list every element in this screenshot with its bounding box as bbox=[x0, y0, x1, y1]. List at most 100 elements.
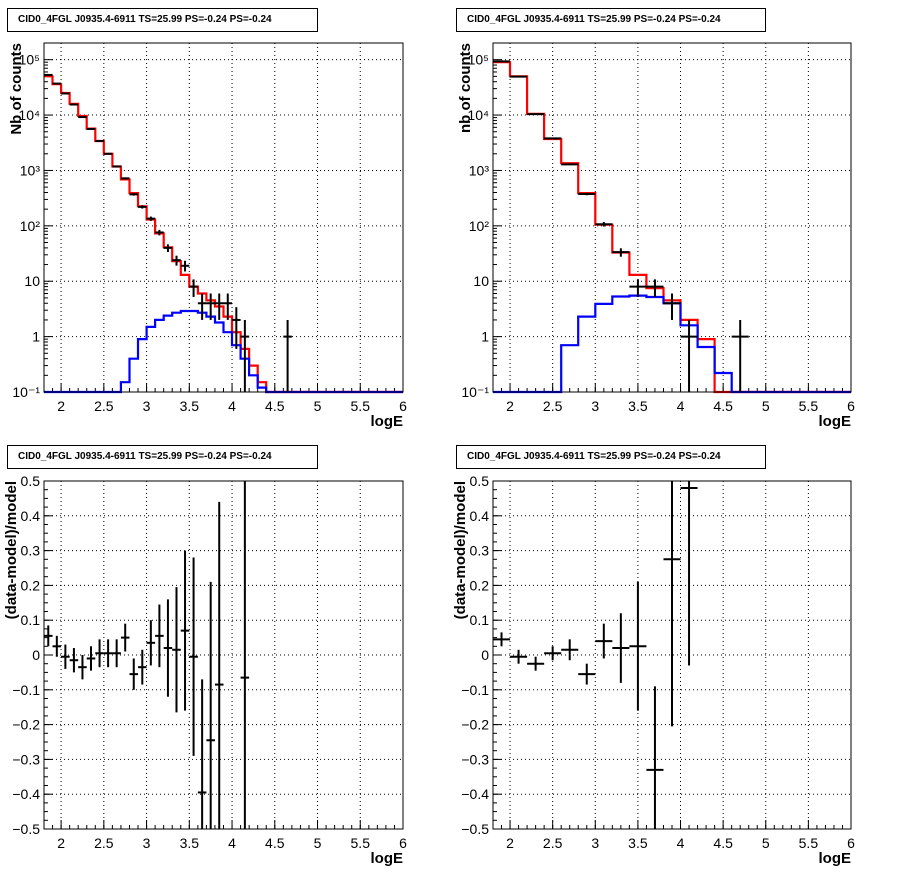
y-tick-label: 0.5 bbox=[21, 473, 41, 489]
counts-chart-left: 2 2.5 3 3.5 4 4.5 5 5.5 6 10⁻¹ 1 10 10² 10³ 10⁴ 10⁵ logE… bbox=[8, 42, 407, 430]
data-point bbox=[240, 319, 250, 392]
x-tick-label: 2.5 bbox=[94, 835, 114, 851]
data-point bbox=[138, 649, 147, 685]
data-point bbox=[646, 686, 664, 829]
x-tick-label: 5 bbox=[314, 398, 322, 414]
x-tick-label: 6 bbox=[847, 398, 855, 414]
data-point bbox=[86, 646, 96, 671]
y-tick-label: 10³ bbox=[469, 162, 490, 178]
data-point bbox=[612, 248, 630, 257]
y-tick-label: 10⁵ bbox=[468, 52, 489, 68]
data-point bbox=[95, 140, 104, 143]
data-point bbox=[189, 279, 198, 297]
y-axis-title: (data-model)/model bbox=[452, 481, 469, 619]
y-tick-label: 10⁻¹ bbox=[12, 384, 40, 400]
data-point bbox=[44, 625, 53, 647]
x-tick-label: 3 bbox=[143, 398, 151, 414]
plot-frame bbox=[492, 42, 852, 393]
data-point bbox=[646, 279, 664, 297]
source-model-line bbox=[44, 309, 403, 394]
x-tick-label: 4.5 bbox=[713, 835, 733, 851]
x-tick-label: 5.5 bbox=[351, 835, 371, 851]
x-tick-label: 4 bbox=[677, 398, 685, 414]
x-tick-label: 3.5 bbox=[628, 835, 648, 851]
x-tick-label: 4.5 bbox=[265, 398, 285, 414]
y-tick-label: 0 bbox=[32, 647, 40, 663]
y-tick-label: 10⁻¹ bbox=[461, 384, 489, 400]
x-axis-title: logE bbox=[371, 850, 404, 867]
x-tick-label: 2.5 bbox=[94, 398, 114, 414]
data-point bbox=[510, 649, 528, 664]
x-tick-label: 3 bbox=[591, 835, 599, 851]
data-point bbox=[112, 165, 121, 168]
x-tick-label: 2 bbox=[57, 398, 65, 414]
data-point bbox=[180, 550, 190, 711]
y-tick-label: 0.4 bbox=[21, 508, 41, 524]
data-point bbox=[163, 599, 173, 697]
panel-top-right: 2 2.5 3 3.5 4 4.5 5 5.5 6 10⁻¹ 1 10 10² 10³ 10⁴ 10⁵ logE… bbox=[449, 0, 898, 437]
y-tick-label: 1 bbox=[481, 329, 489, 345]
panel-bottom-right: 2 2.5 3 3.5 4 4.5 5 5.5 6 −0.5 −0.4 −0.3 −0.2 −0.1 0 0.… bbox=[449, 437, 898, 874]
data-point bbox=[561, 163, 579, 166]
panel-bottom-left: 2 2.5 3 3.5 4 4.5 5 5.5 6 −0.5 −0.4 −0.3 −0.2 −0.1 0 0.… bbox=[0, 437, 449, 874]
data-point bbox=[629, 279, 647, 297]
y-tick-label: 0.5 bbox=[470, 473, 490, 489]
data-point bbox=[493, 632, 511, 647]
y-tick-label: −0.3 bbox=[12, 751, 40, 767]
data-point bbox=[680, 319, 698, 392]
data-point bbox=[52, 635, 62, 657]
data-point bbox=[129, 658, 139, 690]
x-tick-label: 5 bbox=[762, 835, 770, 851]
data-point bbox=[731, 319, 749, 392]
panel-top-left: 2 2.5 3 3.5 4 4.5 5 5.5 6 10⁻¹ 1 10 10² 10³ 10⁴ 10⁵ logE… bbox=[0, 0, 449, 437]
data-point bbox=[561, 639, 579, 661]
data-point bbox=[206, 293, 215, 320]
data-point bbox=[214, 293, 224, 320]
y-tick-label: 10 bbox=[473, 273, 489, 289]
data-point bbox=[189, 557, 198, 756]
y-tick-label: 10⁴ bbox=[467, 107, 489, 123]
data-point bbox=[232, 307, 241, 349]
y-axis-title: Nb of counts bbox=[8, 43, 25, 135]
y-tick-label: −0.4 bbox=[12, 786, 40, 802]
data-point bbox=[86, 128, 96, 131]
y-tick-label: 0.3 bbox=[470, 543, 490, 559]
data-point bbox=[240, 481, 250, 829]
data-point bbox=[680, 481, 698, 666]
data-point bbox=[112, 639, 121, 668]
plot-frame bbox=[492, 480, 852, 830]
data-point bbox=[61, 644, 70, 669]
data-point bbox=[223, 293, 233, 320]
data-point bbox=[612, 613, 630, 683]
x-tick-label: 5.5 bbox=[351, 398, 371, 414]
y-tick-label: 10² bbox=[20, 218, 41, 234]
x-tick-label: 4 bbox=[228, 835, 236, 851]
x-axis-title: logE bbox=[371, 413, 404, 430]
data-point bbox=[138, 205, 147, 209]
data-point bbox=[95, 639, 104, 668]
x-tick-label: 2.5 bbox=[543, 835, 563, 851]
x-tick-label: 3.5 bbox=[628, 398, 648, 414]
data-point bbox=[129, 193, 139, 196]
residuals-chart-right: 2 2.5 3 3.5 4 4.5 5 5.5 6 −0.5 −0.4 −0.3 −0.2 −0.1 0 0.… bbox=[452, 473, 855, 867]
y-tick-label: 10 bbox=[24, 273, 40, 289]
x-tick-label: 3.5 bbox=[180, 835, 200, 851]
data-point bbox=[629, 581, 647, 711]
x-tick-label: 4 bbox=[228, 398, 236, 414]
y-axis-title: nb of counts bbox=[457, 43, 474, 133]
total-model-line bbox=[493, 61, 851, 394]
data-point bbox=[206, 581, 215, 829]
y-tick-label: 0 bbox=[481, 647, 489, 663]
data-point bbox=[120, 177, 130, 180]
y-tick-label: −0.2 bbox=[461, 717, 489, 733]
x-tick-label: 4.5 bbox=[713, 398, 733, 414]
y-tick-label: 0.3 bbox=[21, 543, 41, 559]
plot-frame bbox=[43, 42, 404, 393]
x-tick-label: 5.5 bbox=[799, 398, 819, 414]
chart-title: CID0_4FGL J0935.4-6911 TS=25.99 PS=-0.24… bbox=[456, 445, 766, 469]
data-point bbox=[69, 648, 79, 673]
data-point bbox=[78, 655, 87, 680]
x-tick-label: 6 bbox=[847, 835, 855, 851]
data-point bbox=[180, 260, 190, 272]
y-axis-title: (data-model)/model bbox=[3, 481, 20, 619]
